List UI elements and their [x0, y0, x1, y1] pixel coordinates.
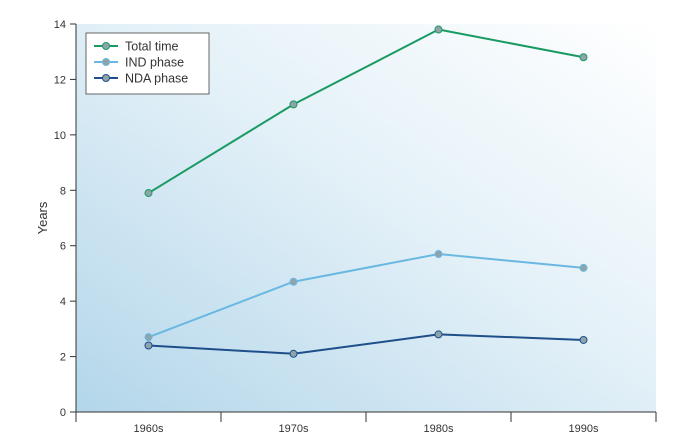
- data-point-ind-phase: [434, 250, 443, 259]
- legend: Total time IND phase NDA phase: [85, 32, 210, 95]
- x-tick-label: 1960s: [134, 423, 164, 435]
- legend-label-nda-phase: NDA phase: [125, 72, 188, 86]
- y-tick-label: 4: [60, 296, 66, 308]
- x-tick-label: 1970s: [279, 423, 309, 435]
- data-point-ind-phase: [144, 333, 153, 342]
- legend-marker-ind-phase: [102, 58, 110, 66]
- x-tick-label: 1990s: [569, 423, 599, 435]
- series-line-total-time: [147, 28, 584, 194]
- x-axis: 1960s 1970s 1980s 1990s: [75, 411, 657, 435]
- series-layer: [144, 25, 588, 358]
- data-point-total-time: [434, 25, 443, 34]
- data-point-ind-phase: [289, 277, 298, 286]
- y-tick-label: 14: [54, 19, 66, 31]
- legend-label-ind-phase: IND phase: [125, 56, 184, 70]
- y-axis-label: Years: [35, 201, 50, 234]
- series-line-ind-phase: [148, 253, 584, 339]
- data-point-nda-phase: [579, 335, 588, 344]
- data-point-total-time: [144, 189, 153, 198]
- data-point-ind-phase: [579, 263, 588, 272]
- data-point-total-time: [289, 100, 298, 109]
- data-point-total-time: [579, 53, 588, 62]
- legend-label-total-time: Total time: [125, 40, 179, 54]
- y-tick-label: 6: [60, 241, 66, 253]
- series-line-nda-phase: [148, 333, 584, 355]
- y-tick-label: 0: [60, 407, 66, 419]
- legend-marker-nda-phase: [102, 74, 110, 82]
- y-tick-label: 12: [54, 74, 66, 86]
- legend-marker-total-time: [102, 42, 110, 50]
- y-tick-label: 2: [60, 352, 66, 364]
- data-point-nda-phase: [289, 349, 298, 358]
- y-tick-label: 10: [54, 130, 66, 142]
- data-point-nda-phase: [434, 330, 443, 339]
- x-tick-label: 1980s: [424, 423, 454, 435]
- data-point-nda-phase: [144, 341, 153, 350]
- y-axis: 0 2 4 6 8 10 12 14: [54, 19, 77, 419]
- y-tick-label: 8: [60, 185, 66, 197]
